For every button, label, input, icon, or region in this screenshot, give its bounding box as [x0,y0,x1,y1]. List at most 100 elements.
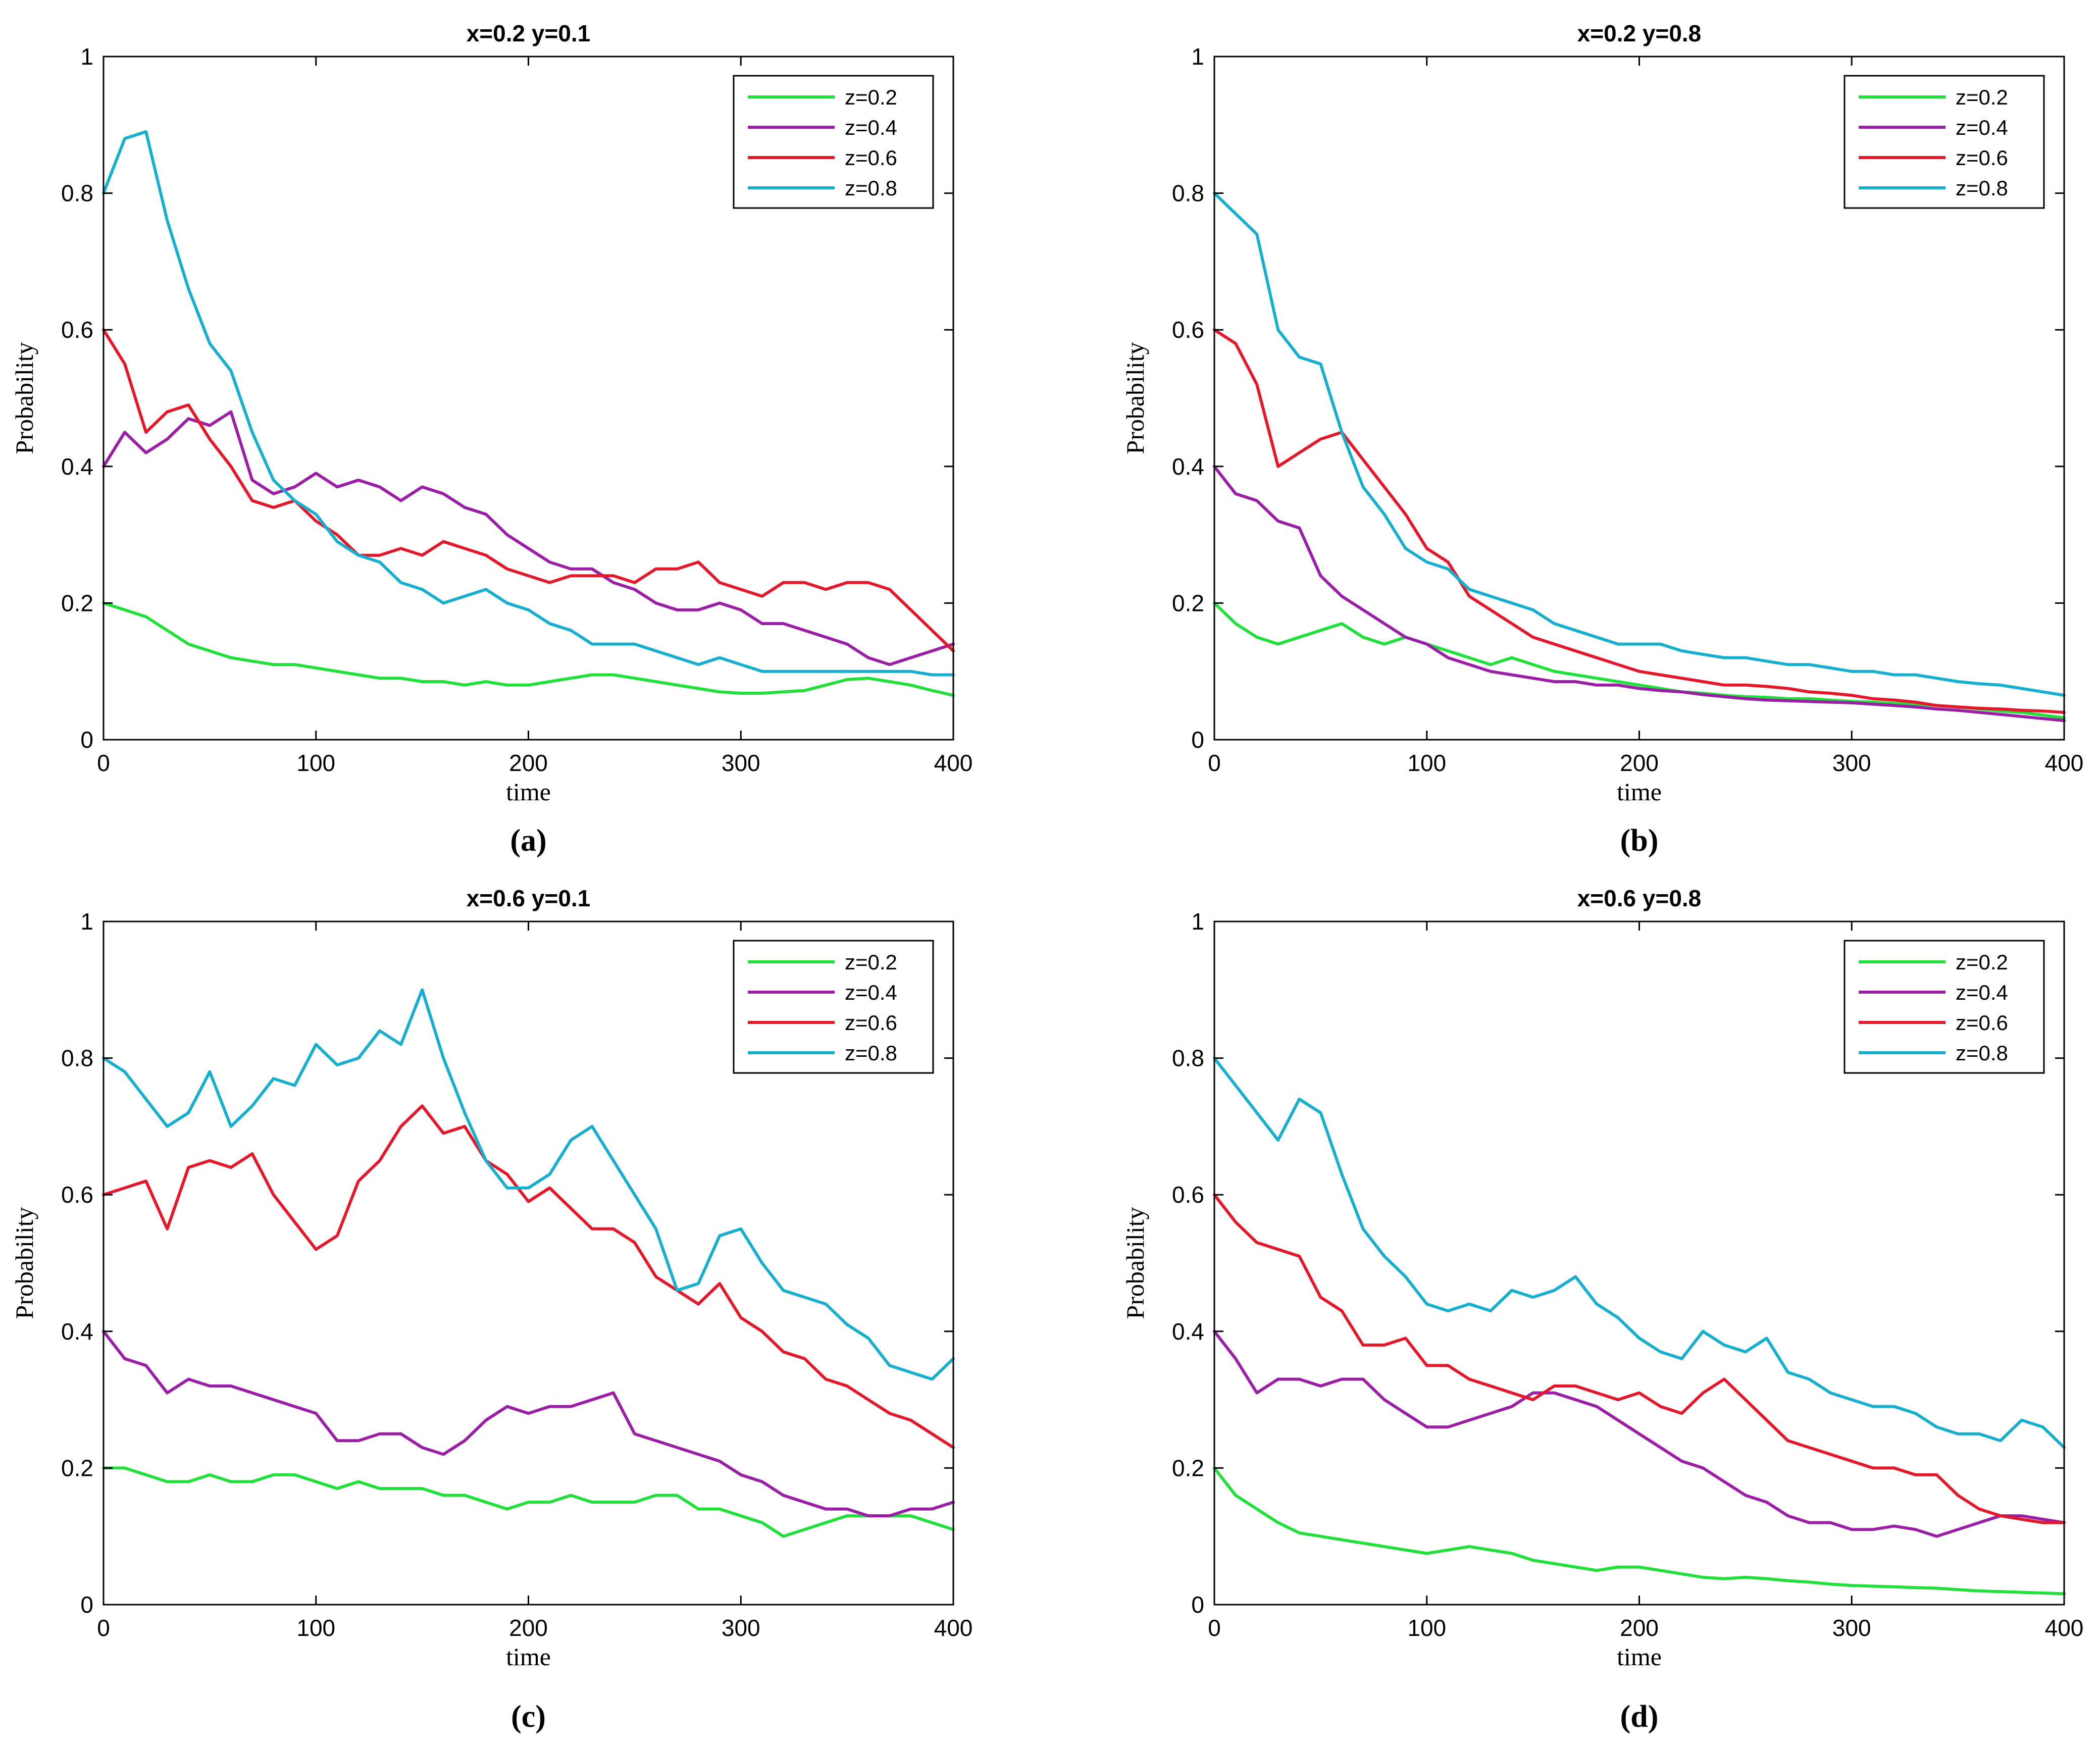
y-tick-label: 0.6 [61,1182,93,1208]
legend: z=0.2 z=0.4 z=0.6 z=0.8 [733,75,934,209]
x-tick-label: 300 [1832,750,1871,776]
legend-label: z=0.8 [845,176,897,200]
series-line-z-0_8 [1213,1056,2066,1449]
series-line-z-0_6 [1213,328,2066,714]
series-line-z-0_4 [102,1329,955,1518]
y-axis-label: Probability [1121,342,1149,454]
x-tick-label: 400 [2045,750,2084,776]
y-tick-label: 0.2 [61,590,93,616]
series-line-z-0_6 [1213,1193,2066,1524]
legend-label: z=0.4 [1956,981,2008,1004]
y-tick-label: 1 [1191,908,1204,935]
legend-label: z=0.6 [1956,1011,2008,1035]
panel-label: (b) [1620,824,1659,858]
legend-label: z=0.8 [1956,1041,2008,1065]
x-tick-label: 0 [97,1615,110,1641]
y-tick-label: 0.2 [1172,590,1204,616]
series-line-z-0_2 [1213,601,2066,720]
x-axis-label: time [506,1643,551,1671]
y-tick-label: 0.8 [1172,1045,1204,1071]
x-tick-label: 100 [296,1615,335,1641]
legend-label: z=0.2 [845,950,897,974]
legend: z=0.2 z=0.4 z=0.6 z=0.8 [733,940,934,1074]
chart-title: x=0.2 y=0.1 [467,20,591,46]
chart-panel-a: 0 0.2 0.4 0.6 0.8 1 0 100 200 300 400 x=0.2 y=0.1 ti… [10,20,972,858]
y-tick-label: 1 [80,43,93,70]
y-tick-label: 0.4 [1172,1318,1204,1345]
series-line-z-0_4 [1213,465,2066,723]
x-tick-label: 300 [722,1615,760,1641]
legend-label: z=0.4 [1956,116,2008,139]
chart-title: x=0.6 y=0.8 [1577,885,1702,911]
legend-label: z=0.2 [1956,950,2008,974]
y-axis-label: Probability [1121,1207,1149,1319]
legend: z=0.2 z=0.4 z=0.6 z=0.8 [1843,75,2045,209]
y-tick-label: 0.4 [61,1318,93,1345]
chart-title: x=0.6 y=0.1 [467,885,591,911]
y-tick-label: 0 [80,727,93,753]
y-tick-label: 0 [1191,727,1204,753]
x-tick-label: 400 [934,750,973,776]
series-line-z-0_6 [102,328,955,653]
series-lines [1213,191,2066,723]
panel-label: (c) [511,1700,546,1734]
x-tick-label: 0 [1208,1615,1221,1641]
y-tick-label: 1 [1191,43,1204,70]
legend-label: z=0.6 [845,1011,897,1035]
panel-label: (a) [510,824,546,858]
y-axis-label: Probability [10,1207,38,1319]
x-axis-label: time [1617,1643,1662,1671]
chart-panel-c: 0 0.2 0.4 0.6 0.8 1 0 100 200 300 400 x=0.6 y=0.1 ti… [10,885,972,1734]
x-tick-label: 200 [509,750,548,776]
series-lines [102,988,955,1538]
x-axis-label: time [1617,778,1662,806]
series-line-z-0_2 [1213,1466,2066,1596]
y-tick-label: 0.6 [1172,1182,1204,1208]
legend-label: z=0.4 [845,981,897,1004]
x-tick-label: 0 [97,750,110,776]
x-tick-label: 100 [1407,1615,1446,1641]
legend-label: z=0.2 [1956,85,2008,109]
y-tick-label: 0.6 [61,317,93,343]
x-tick-label: 200 [1620,750,1659,776]
y-axis-label: Probability [10,342,38,454]
series-line-z-0_8 [102,988,955,1381]
chart-panel-d: 0 0.2 0.4 0.6 0.8 1 0 100 200 300 400 x=0.6 y=0.8 ti… [1121,885,2083,1734]
series-lines [1213,1056,2066,1596]
series-line-z-0_2 [102,1466,955,1538]
y-tick-label: 0.2 [1172,1455,1204,1481]
x-tick-label: 400 [934,1615,973,1641]
legend-label: z=0.8 [1956,176,2008,200]
y-tick-label: 0.8 [1172,180,1204,207]
series-line-z-0_2 [102,601,955,697]
x-tick-label: 0 [1208,750,1221,776]
x-tick-label: 100 [296,750,335,776]
panel-label: (d) [1620,1700,1659,1734]
y-tick-label: 0 [80,1592,93,1618]
x-tick-label: 300 [1832,1615,1871,1641]
series-line-z-0_4 [1213,1329,2066,1538]
x-tick-label: 300 [722,750,760,776]
series-line-z-0_6 [102,1104,955,1449]
legend-label: z=0.6 [845,146,897,170]
chart-title: x=0.2 y=0.8 [1577,20,1702,46]
legend-label: z=0.2 [845,85,897,109]
x-tick-label: 200 [1620,1615,1659,1641]
series-line-z-0_4 [102,410,955,666]
x-axis-label: time [506,778,551,806]
series-line-z-0_8 [1213,191,2066,697]
series-line-z-0_8 [102,130,955,677]
chart-panel-b: 0 0.2 0.4 0.6 0.8 1 0 100 200 300 400 x=0.2 y=0.8 ti… [1121,20,2083,858]
legend-label: z=0.8 [845,1041,897,1065]
y-tick-label: 0.4 [61,453,93,480]
x-tick-label: 100 [1407,750,1446,776]
y-tick-label: 0.2 [61,1455,93,1481]
x-tick-label: 400 [2045,1615,2084,1641]
x-tick-label: 200 [509,1615,548,1641]
legend-label: z=0.4 [845,116,897,139]
y-tick-label: 0 [1191,1592,1204,1618]
legend: z=0.2 z=0.4 z=0.6 z=0.8 [1843,940,2045,1074]
y-tick-label: 0.8 [61,180,93,207]
y-tick-label: 0.4 [1172,453,1204,480]
